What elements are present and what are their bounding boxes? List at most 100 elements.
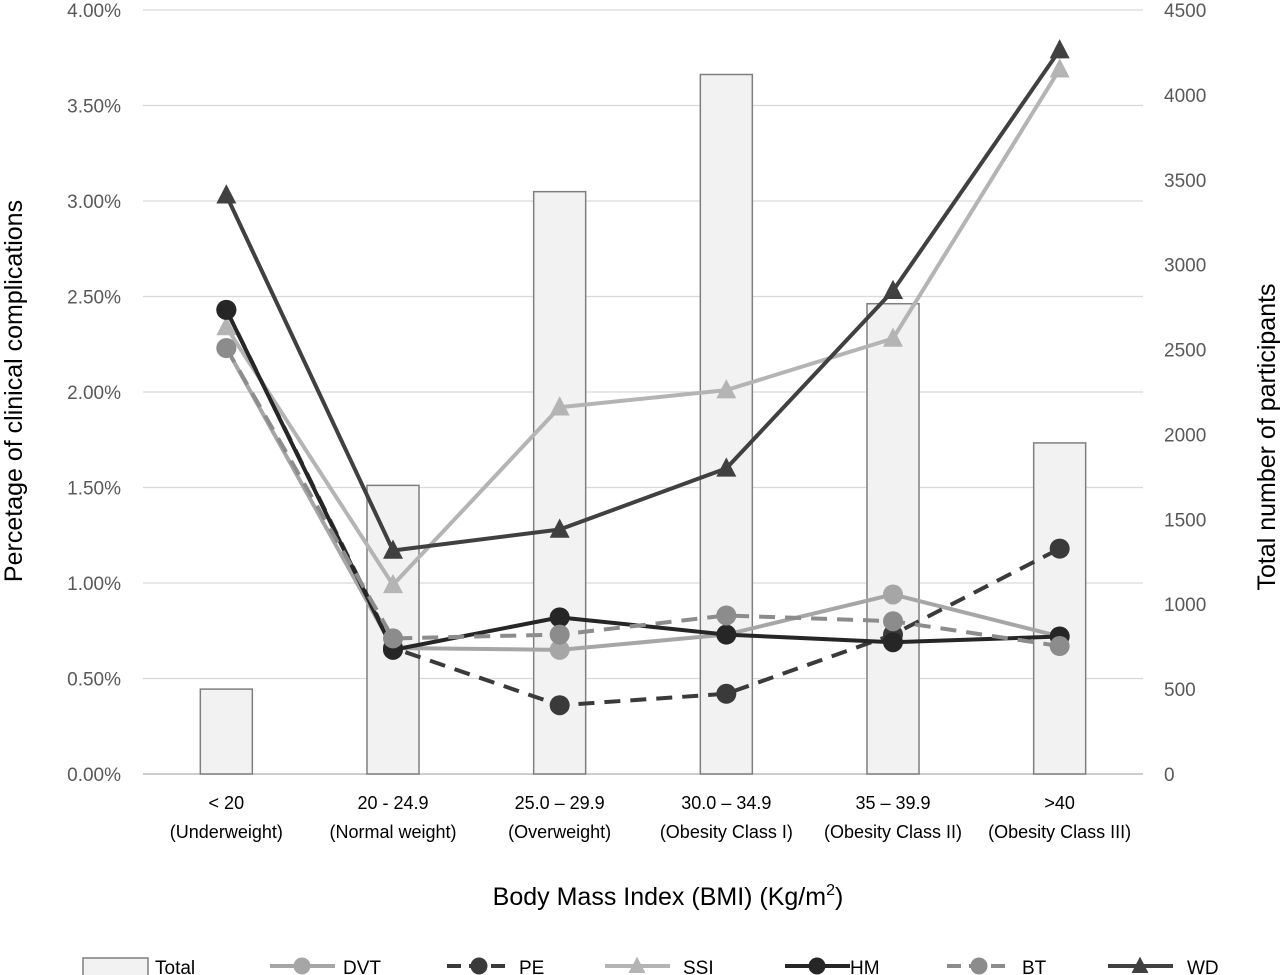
- left-tick-label: 1.50%: [67, 479, 121, 500]
- legend-item-ssi: SSI: [605, 956, 714, 975]
- line-series-wd: [216, 39, 1070, 559]
- right-tick-label: 2000: [1164, 425, 1206, 446]
- data-point-bt: [216, 338, 237, 359]
- data-point-wd: [716, 457, 737, 477]
- data-point-hm: [883, 632, 903, 653]
- line-series-ssi: [216, 58, 1070, 594]
- bar-total: [199, 688, 254, 775]
- left-tick-label: 0.50%: [67, 670, 121, 691]
- legend-item-total: Total: [82, 957, 195, 975]
- legend-item-dvt: DVT: [270, 957, 381, 975]
- x-axis-title: Body Mass Index (BMI) (Kg/m2): [493, 882, 844, 911]
- series-line-wd: [224, 48, 1062, 553]
- category-label: 35 – 39.9: [855, 793, 930, 813]
- category-label: (Normal weight): [329, 822, 456, 842]
- grid-lines: [143, 9, 1143, 775]
- data-point-pe: [716, 683, 737, 704]
- data-point-wd: [1049, 39, 1070, 59]
- bar-total: [1032, 442, 1087, 775]
- data-point-pe: [549, 695, 570, 716]
- legend-item-bt: BT: [947, 957, 1047, 975]
- data-point-dvt: [883, 584, 903, 605]
- legend-label-ssi: SSI: [683, 958, 714, 975]
- legend-label-pe: PE: [519, 958, 544, 975]
- legend-marker-hm: [808, 957, 826, 975]
- left-tick-label: 4.00%: [67, 1, 121, 22]
- legend-marker-pe: [470, 957, 488, 975]
- right-tick-label: 4500: [1164, 1, 1206, 22]
- legend-label-wd: WD: [1187, 958, 1219, 975]
- left-tick-label: 1.00%: [67, 574, 121, 595]
- right-tick-label: 3500: [1164, 171, 1206, 192]
- data-point-bt: [383, 628, 403, 649]
- category-label: (Obesity Class II): [824, 822, 962, 842]
- data-point-ssi: [383, 573, 403, 594]
- bar-total: [532, 190, 587, 775]
- legend-label-total: Total: [155, 958, 195, 975]
- left-tick-label: 0.00%: [67, 765, 121, 786]
- right-tick-label: 1500: [1164, 510, 1206, 531]
- category-label: (Underweight): [170, 822, 283, 842]
- legend-marker-ssi: [628, 956, 646, 974]
- legend-marker-dvt: [293, 957, 311, 975]
- series-line-ssi: [224, 68, 1062, 587]
- right-tick-label: 500: [1164, 680, 1196, 701]
- legend-marker-bt: [970, 957, 988, 975]
- x-axis-title-main: Body Mass Index (BMI) (Kg/m: [493, 883, 826, 911]
- legend-item-pe: PE: [447, 957, 544, 975]
- legend-item-hm: HM: [785, 957, 880, 975]
- data-point-ssi: [716, 379, 737, 399]
- x-axis-category-labels: < 20 (Underweight) 20 - 24.9 (Normal weight…: [170, 793, 1131, 842]
- series-line-pe: [224, 308, 1061, 708]
- legend-label-bt: BT: [1022, 958, 1047, 975]
- left-tick-label: 2.00%: [67, 383, 121, 404]
- data-point-wd: [216, 184, 237, 204]
- data-point-ssi: [883, 327, 903, 347]
- category-label: 30.0 – 34.9: [681, 793, 771, 813]
- right-axis-title: Total number of participants: [1253, 283, 1280, 590]
- category-label: (Obesity Class I): [660, 822, 793, 842]
- series-line-hm: [224, 308, 1060, 652]
- data-point-ssi: [1049, 58, 1070, 78]
- right-axis-tick-labels: 0 500 1000 1500 2000 2500 3000 3500 4000 4500: [1164, 1, 1206, 786]
- data-point-hm: [716, 624, 737, 645]
- x-axis-title-superscript: 2: [826, 882, 835, 899]
- data-point-bt: [1049, 636, 1070, 657]
- left-axis-title: Percetage of clinical complications: [0, 200, 28, 582]
- right-tick-label: 2500: [1164, 341, 1206, 362]
- data-point-wd: [549, 518, 570, 538]
- left-axis-tick-labels: 0.00% 0.50% 1.00% 1.50% 2.00% 2.50% 3.00% 3.50%…: [67, 1, 121, 786]
- legend-marker-wd: [1131, 956, 1149, 974]
- series-line-dvt: [224, 347, 1061, 652]
- data-point-bt: [549, 624, 570, 645]
- series-line-bt: [224, 347, 1060, 649]
- right-tick-label: 4000: [1164, 86, 1206, 107]
- category-label: < 20: [209, 793, 245, 813]
- data-point-hm: [216, 299, 237, 320]
- line-series-group: [216, 39, 1070, 716]
- bar-series-total: [199, 73, 1087, 775]
- legend-label-hm: HM: [850, 958, 880, 975]
- data-point-pe: [1049, 538, 1070, 559]
- left-tick-label: 3.50%: [67, 97, 121, 118]
- category-label: (Overweight): [508, 822, 611, 842]
- legend: Total DVT PE SSI HM BT WD: [82, 956, 1219, 975]
- data-point-dvt: [549, 639, 570, 660]
- category-label: 25.0 – 29.9: [515, 793, 605, 813]
- right-tick-label: 0: [1164, 765, 1175, 786]
- x-axis-title-suffix: ): [835, 883, 843, 911]
- data-point-ssi: [549, 396, 570, 416]
- left-tick-label: 3.00%: [67, 192, 121, 213]
- data-point-bt: [716, 605, 737, 626]
- legend-label-dvt: DVT: [343, 958, 381, 975]
- data-point-wd: [383, 539, 403, 559]
- category-label: (Obesity Class III): [988, 822, 1131, 842]
- line-series-bt: [216, 338, 1070, 657]
- data-point-bt: [883, 611, 903, 632]
- data-point-ssi: [216, 316, 237, 336]
- bar-total: [699, 73, 754, 775]
- bar-total: [866, 302, 920, 775]
- category-label: >40: [1044, 793, 1075, 813]
